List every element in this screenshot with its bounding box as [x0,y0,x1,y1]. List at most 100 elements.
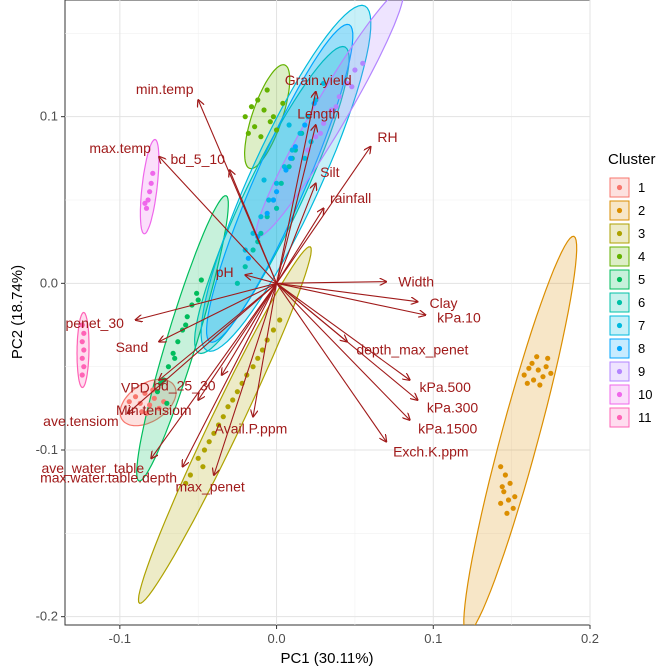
arrow-label: Avail.P.ppm [215,420,288,436]
cluster-2-point [529,360,535,366]
cluster-3-point [277,317,283,323]
cluster-8-point [292,144,298,150]
arrow-kPa.1500 [276,282,410,420]
cluster-3-point [230,397,236,403]
cluster-2-point [548,370,554,376]
cluster-2-point [504,510,510,516]
legend-label-11: 11 [638,410,652,425]
cluster-1-point [139,409,145,415]
arrow-penet_30 [136,282,277,320]
cluster-3-point [195,455,201,461]
arrow-label: kPa.1500 [418,421,477,437]
arrow-Min.tensiom [198,283,278,400]
cluster-2-point [510,505,516,511]
arrow-ave.tensiom [128,282,277,413]
arrow-max.water.table.depth [183,283,278,466]
arrow-max.temp [159,157,277,284]
cluster-2-point [505,497,512,503]
cluster-5-point [183,322,189,328]
legend-key-dot-3 [616,230,623,237]
cluster-4-point [258,134,264,140]
cluster-4-point [280,100,286,106]
legend-key-dot-5 [616,276,623,283]
cluster-8-point [264,210,270,216]
x-tick-label: 0.1 [424,631,442,646]
legend-label-3: 3 [638,226,645,241]
arrow-label: Exch.K.ppm [393,444,468,460]
arrow-kPa.300 [276,282,418,400]
legend-label-9: 9 [638,364,645,379]
cluster-3-point [255,355,261,361]
cluster-2-point [499,484,505,490]
cluster-5-point [184,314,190,320]
arrow-label: bd_25_30 [153,377,216,393]
cluster-6-point [258,230,264,236]
arrow-Sand [159,282,277,341]
cluster-3-point [215,422,222,428]
arrow-label: Grain.yield [285,72,352,88]
legend-key-dot-8 [616,345,623,352]
arrow-Width [276,282,387,284]
cluster-4-point [273,127,280,133]
cluster-9-point [360,60,366,66]
arrow-bd_5_10 [230,170,278,284]
cluster-11-point [79,339,85,345]
arrow-label: pH [216,264,234,280]
cluster-2-ellipse [463,235,578,625]
arrow-kPa.10 [276,282,426,315]
cluster-5-point [170,350,176,356]
cluster-8-point [288,155,294,161]
cluster-2-point [534,354,540,360]
y-axis: -0.2 -0.1 0.0 0.1 [36,109,65,624]
cluster-1-point [151,395,157,401]
arrow-label: kPa.10 [437,309,481,325]
arrow-label: min.temp [136,81,194,97]
cluster-2-point [543,364,549,370]
cluster-2-point [537,382,543,388]
y-tick-label: -0.2 [36,609,58,624]
arrow-label: bd_5_10 [170,151,225,167]
cluster-3-point [270,327,277,333]
cluster-3-point [259,347,266,353]
cluster-6-point [273,205,280,211]
legend-label-1: 1 [638,180,645,195]
cluster-2-point [540,374,546,380]
arrow-Silt [276,183,316,284]
cluster-2-point [526,365,532,371]
cluster-7-point [273,180,280,186]
x-axis-title: PC1 (30.11%) [280,650,373,667]
cluster-2-point [498,464,504,470]
cluster-1-point [143,410,150,416]
legend-label-7: 7 [638,318,645,333]
cluster-4-point [248,104,255,110]
cluster-8-point [302,122,308,128]
cluster-3-point [225,404,231,410]
arrow-label: ave_water_table [41,460,144,476]
cluster-7-point [297,130,303,136]
cluster-2-point [512,494,518,500]
arrow-label: max.water.table.depth [40,469,177,485]
cluster-7-point [286,122,292,128]
arrow-Avail.P.ppm [253,283,278,416]
y-tick-label: 0.0 [40,275,58,290]
cluster-7-point [305,114,311,120]
x-tick-label: 0.2 [581,631,599,646]
x-tick-label: -0.1 [109,631,131,646]
cluster-6-point [250,247,256,253]
cluster-2-point [498,500,504,506]
arrow-label: VPD [121,380,150,396]
grid-major [65,0,591,625]
arrow-ave_water_table [151,283,278,458]
legend-label-6: 6 [638,295,645,310]
legend-label-2: 2 [638,203,645,218]
arrow-bd_25_30 [222,283,278,375]
cluster-4-point [255,97,261,103]
arrow-label: max_penet [176,478,245,494]
cluster-11-point [79,355,85,361]
arrow-label: max.temp [89,140,151,156]
cluster-5-point [172,355,178,361]
cluster-11-point [79,372,85,378]
arrow-VPD [159,282,277,380]
arrow-Clay [276,282,418,301]
loading-labels: min.temp max.temp bd_5_10 Grain.yield Length… [40,72,481,494]
